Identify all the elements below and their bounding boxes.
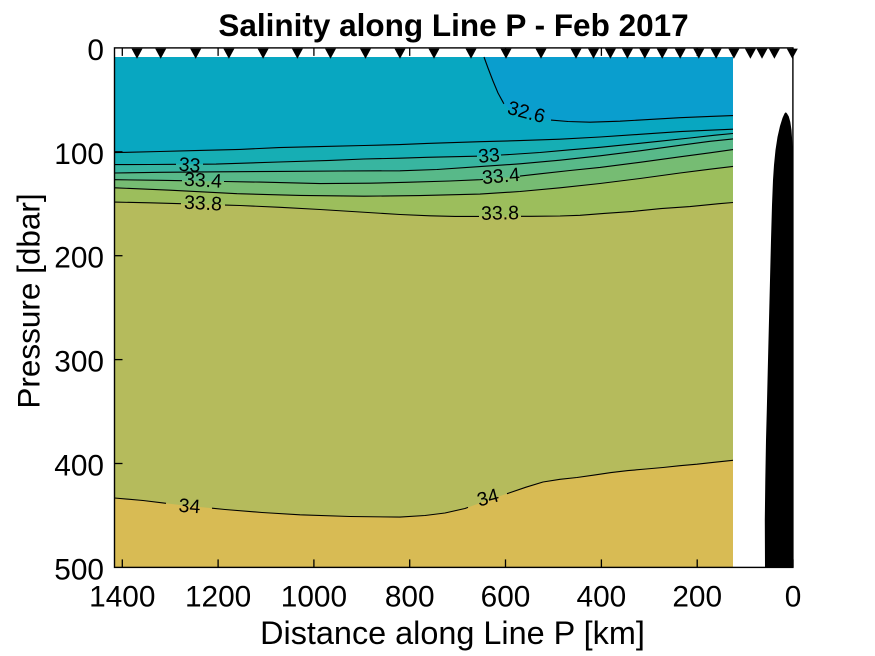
svg-text:0: 0 bbox=[785, 580, 802, 613]
svg-text:1400: 1400 bbox=[89, 580, 155, 613]
svg-text:600: 600 bbox=[481, 580, 531, 613]
svg-text:0: 0 bbox=[87, 34, 104, 67]
svg-text:200: 200 bbox=[672, 580, 722, 613]
svg-text:34: 34 bbox=[178, 495, 201, 518]
svg-text:300: 300 bbox=[54, 346, 104, 379]
svg-text:1000: 1000 bbox=[281, 580, 347, 613]
svg-text:33: 33 bbox=[178, 154, 201, 177]
svg-text:800: 800 bbox=[385, 580, 435, 613]
svg-text:Pressure [dbar]: Pressure [dbar] bbox=[11, 193, 47, 408]
svg-text:100: 100 bbox=[54, 138, 104, 171]
svg-text:400: 400 bbox=[54, 450, 104, 483]
svg-text:500: 500 bbox=[54, 553, 104, 586]
svg-text:33.4: 33.4 bbox=[481, 164, 521, 189]
svg-text:400: 400 bbox=[577, 580, 627, 613]
svg-text:1200: 1200 bbox=[185, 580, 251, 613]
svg-text:Salinity along Line P - Feb 20: Salinity along Line P - Feb 2017 bbox=[218, 7, 688, 43]
svg-text:33.8: 33.8 bbox=[183, 192, 222, 216]
svg-text:33: 33 bbox=[477, 144, 501, 168]
svg-text:33.4: 33.4 bbox=[183, 169, 222, 193]
svg-text:33.8: 33.8 bbox=[481, 202, 519, 225]
svg-text:Distance along Line P [km]: Distance along Line P [km] bbox=[260, 615, 645, 651]
svg-text:200: 200 bbox=[54, 242, 104, 275]
